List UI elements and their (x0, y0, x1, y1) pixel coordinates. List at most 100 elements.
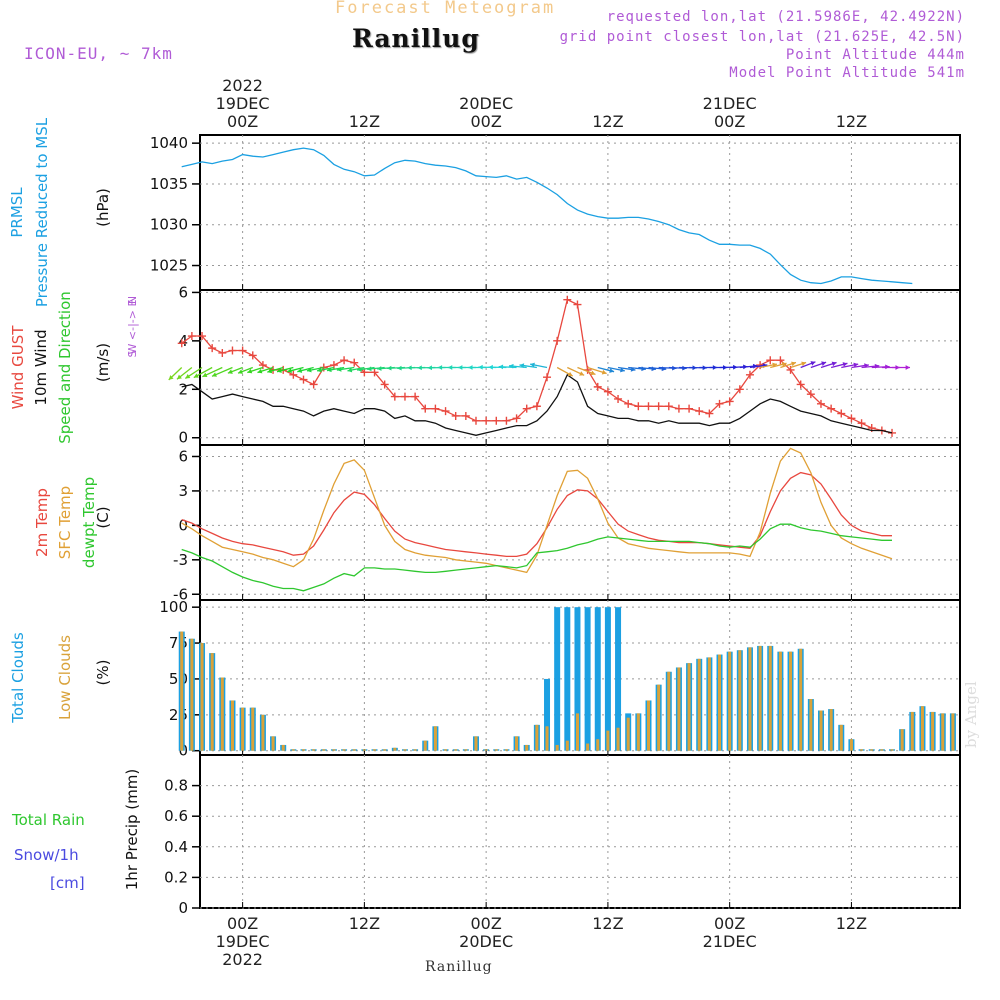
pressure-series-prmsl (181, 147, 913, 285)
low-cloud-bar (606, 730, 610, 751)
wind-arrow-head (468, 365, 473, 370)
gust-marker (360, 368, 369, 377)
pressure-axis-label: Pressure Reduced to MSL (33, 117, 51, 307)
low-cloud-bar (646, 700, 650, 751)
low-cloud-bar (829, 709, 833, 751)
gust-marker (796, 380, 805, 389)
low-cloud-bar (322, 749, 326, 751)
clouds-unit-label: (%) (94, 660, 112, 686)
low-cloud-bar (190, 638, 194, 751)
low-cloud-bar (758, 645, 762, 751)
gust-marker (816, 399, 825, 408)
top-time-label: 12Z (836, 112, 867, 131)
wind-arrow-head (185, 374, 191, 379)
top-time-label: 00Z (227, 112, 258, 131)
wind-arrow-head (447, 365, 453, 370)
model-point-altitude: Model Point Altitude 541m (729, 65, 965, 81)
gust-marker (603, 387, 612, 396)
gust-marker (208, 344, 217, 353)
wind-arrow-head (387, 365, 392, 371)
gust-marker (380, 380, 389, 389)
clouds-ytick-label: 50 (169, 670, 188, 688)
wind-arrow-head (509, 363, 514, 369)
low-cloud-bar (180, 631, 184, 751)
low-cloud-bar (849, 739, 853, 751)
wind-arrow-head (306, 367, 312, 373)
wind-ytick-label: 2 (178, 380, 188, 398)
gust-marker (705, 409, 714, 418)
top-time-label: 2022 (222, 76, 263, 95)
wind-arrow-head (193, 373, 199, 378)
wind-arrow-head (530, 362, 535, 368)
temperature-ytick-label: 3 (178, 482, 188, 500)
temperature-series-dewpt-temp (181, 523, 892, 592)
gust-marker (543, 373, 552, 382)
gust-marker (695, 407, 704, 416)
gust-marker (664, 402, 673, 411)
low-cloud-bar (230, 700, 234, 751)
low-cloud-bar (291, 749, 295, 751)
clouds-axis-label: Total Clouds (9, 632, 27, 724)
bottom-time-label: 20DEC (459, 932, 513, 951)
gust-marker (238, 346, 247, 355)
low-cloud-bar (281, 744, 285, 751)
low-cloud-bar (535, 724, 539, 751)
pressure-ytick-label: 1025 (150, 257, 188, 275)
precip-legend-label: Snow/1h (14, 846, 79, 864)
gust-marker (350, 358, 359, 367)
wind-series-10m-wind (181, 373, 893, 436)
precip-legend-label: [cm] (50, 874, 85, 892)
wind-axis-label: 10m Wind (32, 329, 50, 405)
gust-marker (502, 416, 511, 425)
low-cloud-bar (383, 749, 387, 751)
bottom-time-label: 21DEC (703, 932, 757, 951)
wind-arrow-head (267, 368, 273, 374)
gust-marker (522, 404, 531, 413)
wind-arrow-head (437, 365, 443, 370)
clouds-axis-label: Low Clouds (56, 635, 74, 720)
low-cloud-bar (251, 707, 255, 751)
wind-arrow-head (498, 364, 504, 370)
top-time-label: 00Z (714, 112, 745, 131)
low-cloud-bar (931, 711, 935, 751)
low-cloud-bar (687, 663, 691, 751)
low-cloud-bar (464, 749, 468, 751)
wind-arrow-head (227, 369, 233, 374)
low-cloud-bar (525, 744, 529, 751)
low-cloud-bar (890, 749, 894, 751)
top-time-label: 19DEC (216, 94, 270, 113)
temperature-ytick-label: 0 (178, 516, 188, 534)
wind-ytick-label: 0 (178, 429, 188, 447)
low-cloud-bar (301, 749, 305, 751)
low-cloud-bar (616, 727, 620, 751)
bottom-time-label: 19DEC (216, 932, 270, 951)
gust-marker (309, 380, 318, 389)
low-cloud-bar (870, 749, 874, 751)
low-cloud-bar (474, 736, 478, 751)
precip-ytick-label: 0.6 (164, 807, 188, 825)
low-cloud-bar (362, 749, 366, 751)
wind-arrow-head (478, 364, 483, 370)
top-time-label: 20DEC (459, 94, 513, 113)
wind-arrow-head (427, 365, 432, 371)
compass-axis: W <-|-> E (126, 300, 139, 355)
wind-ytick-label: 4 (178, 332, 188, 350)
gust-marker (340, 356, 349, 365)
low-cloud-bar (586, 743, 590, 751)
wind-arrow-head (357, 367, 362, 372)
precip-ytick-label: 0.2 (164, 868, 188, 886)
gust-marker (563, 295, 572, 304)
wind-arrow-head (347, 367, 353, 373)
gust-marker (248, 351, 257, 360)
low-cloud-bar (271, 736, 275, 751)
low-cloud-bar (484, 749, 488, 751)
gust-marker (431, 404, 440, 413)
bottom-time-label: 2022 (222, 950, 263, 969)
low-cloud-bar (504, 749, 508, 751)
wind-axis-label: Wind GUST (9, 325, 27, 410)
top-time-label: 21DEC (703, 94, 757, 113)
wind-arrow-head (905, 365, 911, 370)
wind-arrow-head (579, 371, 585, 376)
wind-arrow-head (297, 368, 303, 373)
